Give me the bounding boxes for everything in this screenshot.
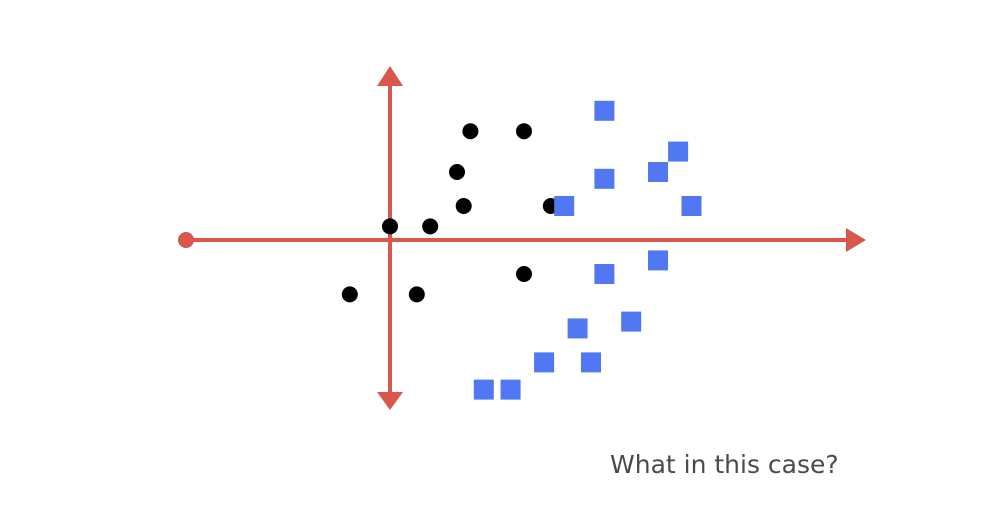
- caption-text: What in this case?: [610, 450, 839, 479]
- series-1-point-2: [648, 162, 668, 182]
- series-0-point-6: [422, 218, 439, 235]
- x-axis-origin-dot: [178, 232, 194, 248]
- series-1-point-9: [567, 318, 588, 339]
- y-axis-arrowhead-top: [377, 66, 403, 86]
- series-0-point-9: [408, 286, 425, 303]
- series-1-point-3: [594, 168, 615, 189]
- series-1-point-11: [500, 379, 521, 400]
- series-0-point-7: [516, 266, 532, 282]
- series-1-point-12: [534, 352, 555, 373]
- series-1-point-8: [621, 311, 642, 332]
- series-1-point-5: [554, 196, 575, 216]
- series-1-point-1: [668, 141, 689, 162]
- series-1-point-7: [648, 250, 668, 271]
- series-0-point-3: [455, 198, 472, 214]
- series-1-point-6: [594, 264, 615, 284]
- series-1-point-10: [473, 379, 494, 400]
- series-1-point-0: [594, 100, 615, 121]
- y-axis-arrowhead-bottom: [377, 392, 403, 410]
- series-0-point-5: [382, 218, 398, 235]
- x-axis-arrowhead: [846, 228, 866, 252]
- series-1-point-13: [581, 352, 601, 373]
- series-0-point-2: [449, 164, 465, 180]
- series-0-point-1: [516, 123, 532, 140]
- series-0-point-8: [341, 286, 358, 303]
- series-1-point-4: [681, 196, 702, 216]
- series-0-point-0: [462, 123, 479, 140]
